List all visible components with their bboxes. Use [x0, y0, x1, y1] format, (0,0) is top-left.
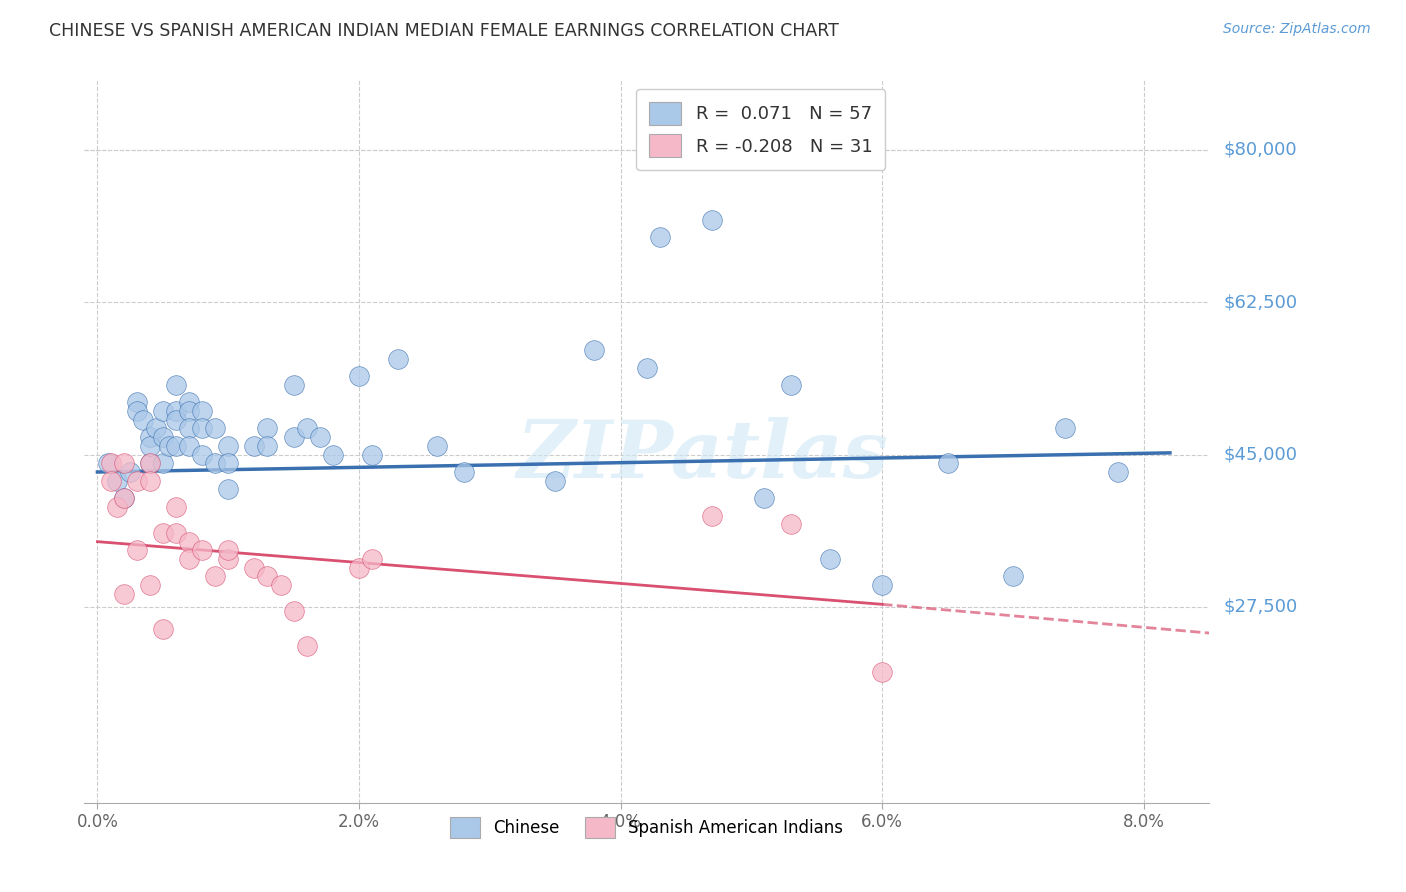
Point: [308, 430, 330, 444]
Point: [125, 474, 148, 488]
Point: [165, 500, 187, 514]
Point: [1054, 421, 1077, 435]
Text: ZIPatlas: ZIPatlas: [517, 417, 889, 495]
Point: [177, 552, 200, 566]
Point: [191, 543, 214, 558]
Point: [283, 430, 305, 444]
Point: [139, 430, 162, 444]
Point: [870, 665, 893, 680]
Point: [139, 456, 162, 470]
Text: $45,000: $45,000: [1223, 446, 1298, 464]
Point: [112, 491, 135, 505]
Point: [112, 587, 135, 601]
Point: [177, 395, 200, 409]
Point: [636, 360, 658, 375]
Point: [125, 404, 148, 418]
Point: [152, 525, 174, 540]
Point: [387, 351, 409, 366]
Point: [204, 421, 226, 435]
Point: [191, 421, 214, 435]
Point: [105, 474, 128, 488]
Point: [818, 552, 841, 566]
Point: [165, 413, 187, 427]
Point: [217, 552, 239, 566]
Point: [204, 569, 226, 583]
Point: [165, 439, 187, 453]
Point: [702, 212, 724, 227]
Point: [322, 448, 344, 462]
Point: [165, 378, 187, 392]
Point: [112, 456, 135, 470]
Point: [177, 534, 200, 549]
Point: [243, 561, 266, 575]
Point: [583, 343, 606, 358]
Point: [105, 500, 128, 514]
Point: [177, 404, 200, 418]
Point: [361, 552, 384, 566]
Point: [283, 378, 305, 392]
Point: [204, 456, 226, 470]
Point: [256, 569, 278, 583]
Point: [120, 465, 142, 479]
Text: $27,500: $27,500: [1223, 598, 1298, 616]
Text: $62,500: $62,500: [1223, 293, 1298, 311]
Point: [177, 421, 200, 435]
Point: [648, 230, 671, 244]
Point: [256, 439, 278, 453]
Point: [100, 474, 122, 488]
Point: [100, 456, 122, 470]
Point: [544, 474, 567, 488]
Point: [125, 543, 148, 558]
Point: [870, 578, 893, 592]
Point: [165, 525, 187, 540]
Point: [217, 456, 239, 470]
Point: [157, 439, 180, 453]
Point: [97, 456, 120, 470]
Point: [1107, 465, 1129, 479]
Text: Source: ZipAtlas.com: Source: ZipAtlas.com: [1223, 22, 1371, 37]
Point: [361, 448, 384, 462]
Point: [217, 543, 239, 558]
Point: [139, 578, 162, 592]
Text: $80,000: $80,000: [1223, 141, 1296, 159]
Point: [139, 456, 162, 470]
Point: [152, 430, 174, 444]
Point: [243, 439, 266, 453]
Point: [132, 413, 155, 427]
Point: [779, 378, 801, 392]
Point: [217, 483, 239, 497]
Point: [191, 448, 214, 462]
Point: [125, 395, 148, 409]
Point: [152, 622, 174, 636]
Point: [145, 421, 167, 435]
Point: [1001, 569, 1024, 583]
Point: [112, 491, 135, 505]
Point: [453, 465, 475, 479]
Point: [295, 639, 318, 653]
Point: [191, 404, 214, 418]
Point: [152, 456, 174, 470]
Point: [217, 439, 239, 453]
Point: [139, 474, 162, 488]
Point: [270, 578, 292, 592]
Point: [165, 404, 187, 418]
Point: [177, 439, 200, 453]
Point: [256, 421, 278, 435]
Point: [347, 561, 370, 575]
Point: [702, 508, 724, 523]
Point: [295, 421, 318, 435]
Point: [139, 439, 162, 453]
Point: [283, 604, 305, 618]
Point: [936, 456, 959, 470]
Point: [152, 404, 174, 418]
Point: [347, 369, 370, 384]
Point: [426, 439, 449, 453]
Legend: Chinese, Spanish American Indians: Chinese, Spanish American Indians: [443, 810, 851, 845]
Text: CHINESE VS SPANISH AMERICAN INDIAN MEDIAN FEMALE EARNINGS CORRELATION CHART: CHINESE VS SPANISH AMERICAN INDIAN MEDIA…: [49, 22, 839, 40]
Point: [754, 491, 776, 505]
Point: [779, 517, 801, 532]
